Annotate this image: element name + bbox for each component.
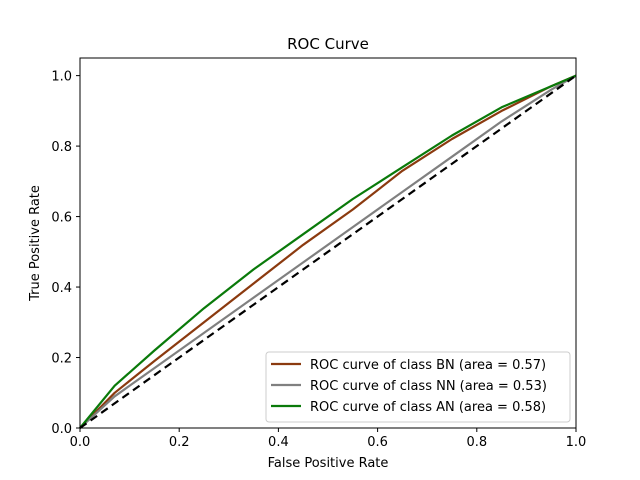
legend-label-1: ROC curve of class BN (area = 0.57) bbox=[310, 358, 546, 373]
legend-label-2: ROC curve of class NN (area = 0.53) bbox=[310, 379, 547, 394]
y-tick-label: 0.0 bbox=[51, 422, 72, 437]
series-line-1 bbox=[79, 74, 577, 429]
x-tick-label: 0.4 bbox=[268, 435, 289, 450]
y-axis-title: True Positive Rate bbox=[28, 185, 43, 302]
axes: 0.0 0.2 0.4 0.6 0.8 1.0 0.0 0.2 0.4 0.6 0.8 1.0 bbox=[51, 70, 586, 450]
y-tick-label: 0.2 bbox=[51, 352, 72, 367]
diagonal-reference-line bbox=[79, 74, 577, 429]
legend-box bbox=[265, 351, 571, 423]
x-tick-label: 0.0 bbox=[70, 435, 91, 450]
y-tick-label: 0.6 bbox=[51, 211, 72, 226]
series-line-3 bbox=[79, 74, 577, 429]
legend: ROC curve of class BN (area = 0.57) ROC c… bbox=[265, 351, 571, 423]
x-axis-title: False Positive Rate bbox=[268, 456, 389, 471]
plot-area bbox=[79, 74, 577, 429]
series-line-2 bbox=[79, 74, 577, 429]
legend-label-3: ROC curve of class AN (area = 0.58) bbox=[310, 400, 546, 415]
plot-frame bbox=[79, 57, 577, 429]
x-tick-label: 0.6 bbox=[367, 435, 388, 450]
x-tick-label: 1.0 bbox=[566, 435, 587, 450]
x-tick-label: 0.2 bbox=[169, 435, 190, 450]
chart-title: ROC Curve bbox=[287, 35, 369, 53]
y-tick-label: 0.4 bbox=[51, 281, 72, 296]
y-tick-label: 0.8 bbox=[51, 140, 72, 155]
x-tick-label: 0.8 bbox=[466, 435, 487, 450]
y-tick-label: 1.0 bbox=[51, 70, 72, 85]
